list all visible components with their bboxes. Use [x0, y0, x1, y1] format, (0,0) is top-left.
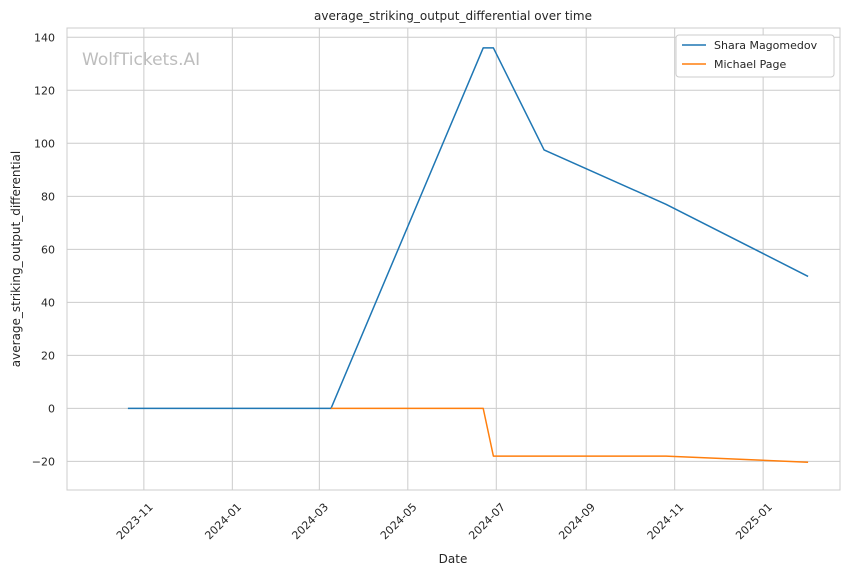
legend: Shara Magomedov Michael Page: [675, 34, 835, 78]
grid: [67, 28, 840, 490]
legend-box: [675, 34, 835, 78]
y-tick-label: 0: [48, 402, 55, 415]
watermark: WolfTickets.AI: [82, 50, 200, 70]
x-tick-label: 2024-05: [378, 501, 420, 543]
y-tick-labels: −20 0 20 40 60 80 100 120 140: [32, 31, 55, 468]
series-line-michael-page: [331, 407, 809, 463]
x-tick-labels: 2023-11 2024-01 2024-03 2024-05 2024-07 2024-…: [114, 501, 775, 543]
x-tick-label: 2024-03: [289, 501, 331, 543]
y-axis-title: average_striking_output_differential: [9, 151, 23, 367]
y-tick-label: 100: [34, 137, 55, 150]
x-tick-label: 2024-09: [556, 501, 598, 543]
x-tick-label: 2024-07: [466, 501, 508, 543]
x-tick-label: 2024-01: [202, 501, 244, 543]
y-tick-label: −20: [32, 455, 55, 468]
y-tick-label: 80: [41, 190, 55, 203]
y-tick-label: 60: [41, 243, 55, 256]
x-tick-label: 2024-11: [645, 501, 687, 543]
legend-label-shara-magomedov: Shara Magomedov: [714, 39, 818, 52]
y-tick-label: 20: [41, 349, 55, 362]
chart-title: average_striking_output_differential ove…: [314, 9, 592, 23]
y-tick-label: 120: [34, 84, 55, 97]
x-tick-label: 2023-11: [114, 501, 156, 543]
y-tick-label: 140: [34, 31, 55, 44]
x-tick-label: 2025-01: [733, 501, 775, 543]
series-layer: [127, 47, 809, 463]
legend-label-michael-page: Michael Page: [714, 58, 786, 71]
x-axis-title: Date: [439, 552, 468, 566]
plot-area: [66, 27, 841, 491]
y-tick-label: 40: [41, 296, 55, 309]
